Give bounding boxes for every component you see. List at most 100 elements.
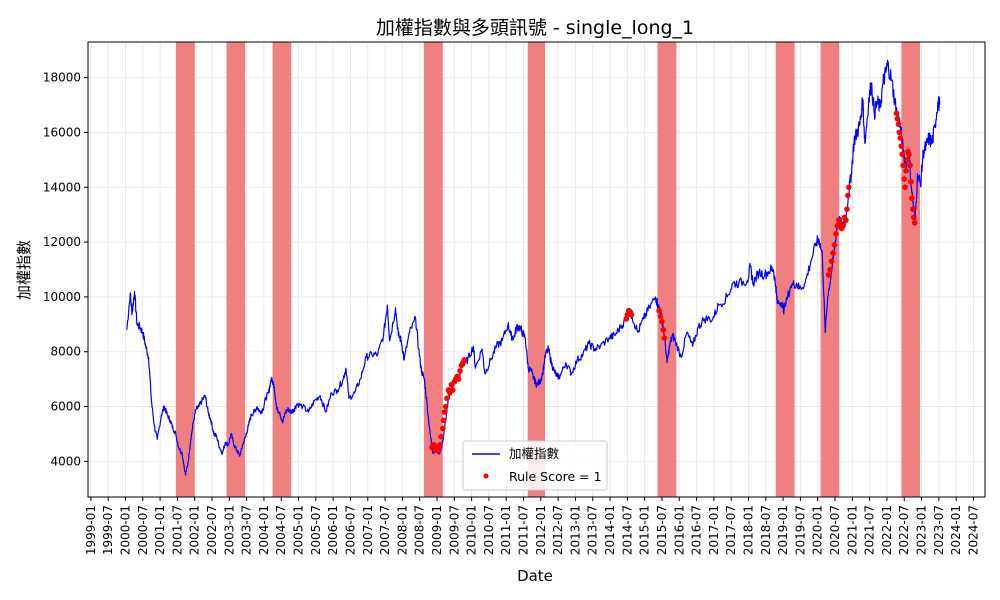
x-tick-label: 2012-07: [551, 505, 565, 555]
signal-point: [912, 220, 918, 226]
x-tick-label: 2015-07: [655, 505, 669, 555]
x-tick-label: 2001-01: [153, 505, 167, 555]
x-tick-label: 2014-07: [620, 505, 634, 555]
signal-point: [895, 116, 901, 122]
signal-point: [629, 312, 635, 318]
signal-point: [902, 184, 908, 190]
x-tick-label: 2002-01: [188, 505, 202, 555]
x-tick-label: 2009-07: [447, 505, 461, 555]
signal-point: [444, 396, 450, 402]
x-tick-label: 2022-01: [880, 505, 894, 555]
x-tick-label: 2024-07: [966, 505, 980, 555]
signal-point: [437, 442, 443, 448]
signal-point: [443, 404, 449, 410]
signal-point: [906, 152, 912, 158]
x-axis-label: Date: [517, 567, 553, 585]
signal-point: [440, 426, 446, 432]
legend: 加權指數 Rule Score = 1: [463, 441, 607, 490]
signal-point: [900, 163, 906, 169]
x-tick-label: 2022-07: [897, 505, 911, 555]
x-tick-label: 2018-01: [741, 505, 755, 555]
signal-point: [840, 223, 846, 229]
y-tick-label: 16000: [43, 125, 81, 139]
x-tick-label: 2019-07: [793, 505, 807, 555]
x-tick-label: 2006-01: [326, 505, 340, 555]
x-tick-label: 2005-07: [309, 505, 323, 555]
x-tick-label: 2014-01: [603, 505, 617, 555]
x-tick-label: 2001-07: [170, 505, 184, 555]
signal-point: [903, 168, 909, 174]
x-tick-label: 2017-01: [707, 505, 721, 555]
chart-title: 加權指數與多頭訊號 - single_long_1: [376, 17, 694, 39]
signal-point: [829, 258, 835, 264]
y-tick-label: 14000: [43, 180, 81, 194]
y-axis-label: 加權指數: [15, 240, 33, 300]
x-tick-label: 2017-07: [724, 505, 738, 555]
signal-point: [896, 121, 902, 127]
signal-point: [658, 313, 664, 319]
x-tick-label: 2024-01: [949, 505, 963, 555]
signal-point: [661, 335, 667, 341]
signal-point: [456, 376, 462, 382]
signal-point: [843, 217, 849, 223]
signal-point: [832, 242, 838, 248]
x-tick-label: 2023-01: [915, 505, 929, 555]
x-tick-label: 2018-07: [759, 505, 773, 555]
x-tick-label: 1999-01: [84, 505, 98, 555]
signal-point: [909, 195, 915, 201]
signal-point: [436, 448, 442, 454]
signal-point: [457, 368, 463, 374]
x-tick-label: 2013-07: [586, 505, 600, 555]
signal-point: [833, 231, 839, 237]
legend-series-label: 加權指數: [509, 446, 560, 461]
x-tick-label: 2021-07: [863, 505, 877, 555]
signal-point: [911, 215, 917, 221]
x-tick-label: 2009-01: [430, 505, 444, 555]
x-tick-label: 2016-07: [690, 505, 704, 555]
shaded-region: [528, 42, 545, 497]
x-tick-label: 2019-01: [776, 505, 790, 555]
signal-point: [830, 250, 836, 256]
y-tick-label: 6000: [50, 400, 81, 414]
x-tick-label: 2008-01: [395, 505, 409, 555]
x-tick-label: 2000-07: [136, 505, 150, 555]
signal-point: [438, 434, 444, 440]
signal-point: [894, 110, 900, 116]
x-tick-label: 2004-01: [257, 505, 271, 555]
x-tick-label: 2003-07: [240, 505, 254, 555]
signal-point: [899, 152, 905, 158]
signal-point: [901, 176, 907, 182]
signal-point: [656, 308, 662, 314]
signal-point: [827, 267, 833, 273]
signal-point: [846, 184, 852, 190]
x-tick-label: 2005-01: [292, 505, 306, 555]
x-tick-label: 2020-01: [811, 505, 825, 555]
x-tick-label: 2006-07: [343, 505, 357, 555]
signal-point: [897, 130, 903, 136]
x-tick-label: 2000-01: [118, 505, 132, 555]
signal-point: [899, 143, 905, 149]
x-tick-label: 2002-07: [205, 505, 219, 555]
signal-point: [450, 387, 456, 393]
x-tick-label: 2011-07: [517, 505, 531, 555]
x-tick-label: 1999-07: [101, 505, 115, 555]
shaded-region: [901, 42, 920, 497]
signal-point: [660, 327, 666, 333]
x-tick-label: 2013-01: [568, 505, 582, 555]
signal-point: [826, 272, 832, 278]
y-tick-label: 18000: [43, 71, 81, 85]
x-tick-label: 2008-07: [413, 505, 427, 555]
signal-point: [845, 193, 851, 199]
x-tick-label: 2023-07: [932, 505, 946, 555]
signal-point: [442, 409, 448, 415]
signal-point: [910, 206, 916, 212]
x-tick-label: 2016-01: [672, 505, 686, 555]
x-tick-label: 2010-01: [465, 505, 479, 555]
shaded-region: [658, 42, 677, 497]
x-tick-label: 2003-01: [222, 505, 236, 555]
signal-point: [908, 179, 914, 185]
x-tick-label: 2020-07: [828, 505, 842, 555]
y-tick-label: 12000: [43, 235, 81, 249]
signal-point: [441, 417, 447, 423]
